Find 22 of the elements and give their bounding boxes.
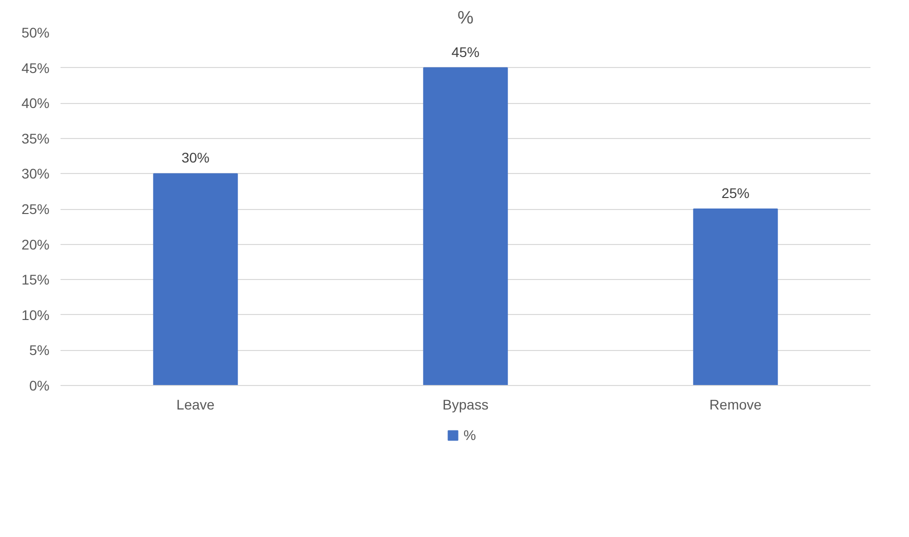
y-tick-label: 15% <box>21 272 50 288</box>
y-tick-label: 30% <box>21 166 50 182</box>
data-label: 45% <box>451 44 480 60</box>
legend-label: % <box>464 427 477 443</box>
chart-title: % <box>458 8 474 28</box>
bar <box>693 208 778 386</box>
y-tick-label: 45% <box>21 60 50 76</box>
y-tick-label: 10% <box>21 306 50 323</box>
y-tick-label: 40% <box>21 95 50 112</box>
data-label: 30% <box>181 150 210 166</box>
y-tick-label: 35% <box>21 130 50 146</box>
data-label: 25% <box>721 185 750 201</box>
y-tick-label: 50% <box>21 24 50 40</box>
bar <box>423 67 508 386</box>
bar <box>153 173 238 386</box>
x-tick-label: Leave <box>176 396 215 412</box>
x-tick-label: Bypass <box>442 396 488 412</box>
y-tick-label: 25% <box>21 201 50 217</box>
y-tick-label: 20% <box>21 236 50 252</box>
x-tick-label: Remove <box>709 396 762 412</box>
y-tick-label: 5% <box>29 342 50 358</box>
y-tick-label: 0% <box>29 378 50 394</box>
